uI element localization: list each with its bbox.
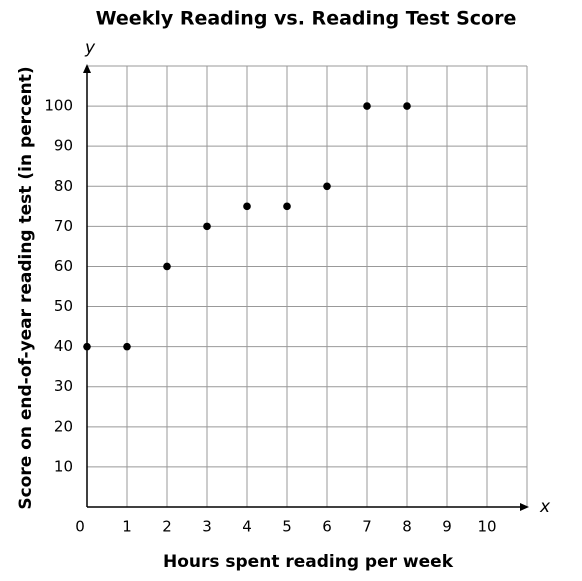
point [203,222,211,231]
x-tick-label: 0 [75,518,85,536]
x-axis-label: Hours spent reading per week [163,552,454,572]
y-axis-letter: y [84,38,96,58]
y-tick-label: 40 [54,337,73,355]
y-tick-label: 30 [54,377,73,395]
y-tick-label: 10 [54,457,73,475]
x-tick-label: 2 [162,518,172,536]
y-axis-label: Score on end-of-year reading test (in pe… [16,66,36,509]
y-arrow [83,64,91,73]
y-tick-label: 60 [54,257,73,275]
x-tick-label: 5 [282,518,292,536]
x-tick-label: 10 [477,518,496,536]
x-tick-label: 9 [442,518,452,536]
y-tick-label: 70 [54,217,73,235]
x-tick-label: 6 [322,518,332,536]
x-axis-letter: x [539,497,551,517]
y-tick-label: 90 [54,137,73,155]
y-tick-label: 80 [54,177,73,195]
point [403,102,411,110]
point [243,202,251,211]
x-tick-label: 3 [202,518,212,536]
point [163,262,171,271]
point [363,102,371,110]
x-tick-label: 4 [242,518,252,536]
x-arrow [520,503,529,511]
point [323,182,331,191]
point [83,342,91,351]
y-tick-label: 100 [44,97,73,115]
point [283,202,291,211]
chart-title: Weekly Reading vs. Reading Test Score [96,8,517,30]
x-tick-label: 8 [402,518,412,536]
x-tick-label: 1 [122,518,132,536]
x-tick-label: 7 [362,518,372,536]
y-tick-label: 20 [54,417,73,435]
y-tick-label: 50 [54,297,73,315]
point [123,342,131,351]
